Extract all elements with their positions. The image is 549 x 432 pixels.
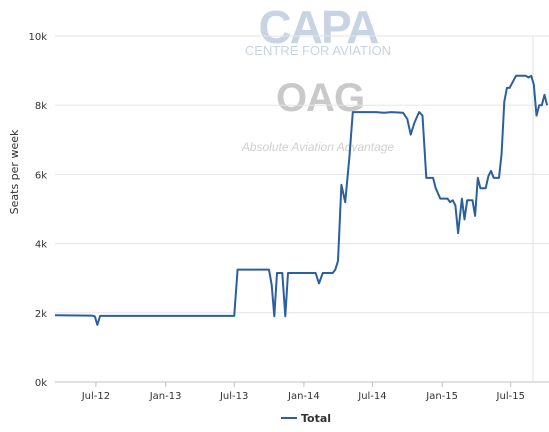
capa-logo: CAPA	[259, 1, 379, 53]
x-tick-label: Jan-13	[149, 391, 182, 402]
oag-logo: OAG	[276, 76, 364, 120]
gridlines	[55, 35, 549, 383]
y-axis-label: Seats per week	[8, 129, 21, 214]
legend-item-total[interactable]: Total	[301, 412, 331, 425]
y-tick-label: 10k	[28, 32, 47, 43]
watermark: CAPA CENTRE FOR AVIATION OAG Absolute Av…	[241, 1, 395, 154]
y-tick-label: 2k	[35, 309, 47, 320]
y-tick-label: 4k	[35, 240, 47, 251]
plot-area	[54, 74, 549, 326]
legend[interactable]: Total	[281, 412, 331, 425]
y-tick-label: 0k	[35, 378, 47, 389]
x-tick-label: Jul-12	[81, 391, 110, 402]
x-tick-label: Jul-15	[496, 391, 525, 402]
y-tick-label: 6k	[35, 170, 47, 181]
x-tick-label: Jan-14	[287, 391, 320, 402]
y-tick-label: 8k	[35, 101, 47, 112]
capa-tagline: CENTRE FOR AVIATION	[245, 43, 391, 58]
y-axis: 0k 2k 4k 6k 8k 10k	[28, 32, 47, 389]
x-axis: Jul-12 Jan-13 Jul-13 Jan-14 Jul-14 Jan-15 Jul-…	[81, 382, 525, 402]
x-tick-label: Jul-13	[219, 391, 248, 402]
x-tick-label: Jan-15	[425, 391, 458, 402]
series-line-total[interactable]	[54, 74, 549, 326]
x-tick-label: Jul-14	[357, 391, 386, 402]
oag-tagline: Absolute Aviation Advantage	[241, 140, 395, 154]
